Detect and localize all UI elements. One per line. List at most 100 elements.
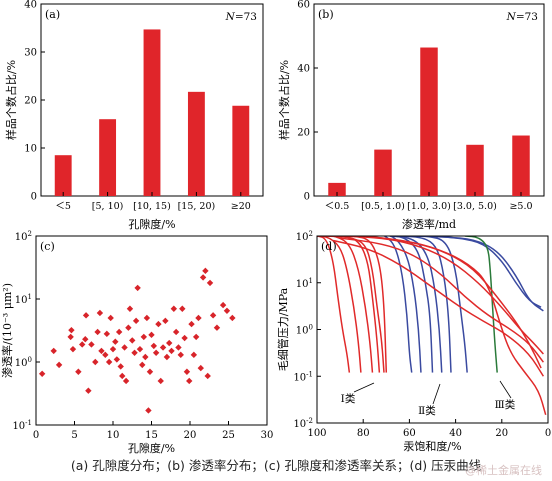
plot-frame [316, 235, 549, 424]
y-tick-label: 10 [24, 144, 37, 155]
bar [54, 155, 72, 196]
panel-label: (a) [45, 8, 60, 21]
data-point [121, 344, 128, 351]
data-point [69, 345, 77, 353]
x-tick-label: ≥20 [231, 201, 251, 212]
panel-a-porosity-histogram: 0 10 20 30 40 ＜5 [5, 10) [10, 15) [15, 20) ≥20 (a)… [4, 0, 264, 231]
curve-group [317, 236, 547, 415]
y-tick-label: 101 [15, 293, 32, 306]
capillary-curve [387, 236, 422, 373]
data-point [131, 349, 138, 356]
bar [374, 149, 392, 196]
data-point [175, 344, 182, 351]
data-point [68, 326, 75, 334]
y-axis-label: 渗透率/(10⁻³ μm²) [0, 283, 14, 378]
data-point [88, 341, 95, 348]
x-tick-label: 60 [403, 428, 416, 439]
y-tick-label: 40 [297, 64, 310, 75]
x-tick-label: [5, 10) [92, 201, 124, 212]
x-tick-label: 40 [449, 428, 462, 439]
capillary-curve [406, 236, 468, 373]
y-tick-label: 100 [296, 324, 313, 337]
data-point [179, 305, 186, 312]
data-point [209, 312, 217, 319]
x-axis-label: 孔隙度/% [128, 217, 175, 231]
capillary-curve [404, 236, 542, 308]
data-point [102, 351, 109, 359]
data-point [163, 353, 171, 361]
data-point [155, 320, 162, 328]
data-point [142, 353, 149, 361]
data-point [223, 307, 231, 314]
data-point [139, 361, 146, 369]
x-axis-label: 渗透率/md [402, 217, 456, 231]
x-tick-label: ≥5.0 [509, 201, 532, 212]
capillary-curve [464, 236, 498, 373]
y-tick-label: 10-1 [12, 419, 32, 432]
bar [466, 144, 484, 196]
y-tick-label: 20 [297, 128, 310, 139]
data-point [126, 305, 134, 312]
y-tick-label: 102 [15, 230, 32, 243]
x-axis-label: 汞饱和度/% [403, 439, 461, 453]
data-point [145, 407, 152, 414]
x-tick-label: 0 [545, 428, 551, 439]
panel-d-mercury-intrusion-curves: 100 80 60 40 20 0 10-2 10-1 100 101 102 Ⅰ类 Ⅱ类 Ⅲ类 (d) 汞饱… [276, 230, 551, 453]
data-point [50, 347, 57, 355]
class-label-leader [432, 383, 441, 405]
panel-c-porosity-permeability-scatter: 0 5 10 15 20 25 30 10-1 100 101 102 (c) 孔隙度/% 渗透率/(10… [0, 230, 273, 455]
x-tick-label: 0 [33, 430, 39, 441]
data-point [103, 330, 111, 338]
x-tick-label: 25 [222, 430, 235, 441]
data-point [117, 363, 124, 370]
data-point [159, 344, 167, 351]
data-point [229, 314, 236, 322]
sample-count-annotation: N=73 [506, 11, 538, 23]
capillary-curve [388, 236, 434, 373]
class-label: Ⅱ类 [418, 404, 436, 417]
panel-b-permeability-histogram: 0 20 40 60 ＜0.5 [0.5, 1.0) [1.0, 3.0) [3.0, 5.0… [277, 0, 545, 231]
panel-label: (b) [318, 8, 334, 21]
data-point [188, 320, 195, 328]
y-tick-label: 0 [304, 192, 310, 203]
class-label-leader [499, 380, 512, 399]
y-axis-label: 样品个数占比/% [277, 60, 291, 140]
data-point [134, 284, 141, 292]
capillary-curve [340, 237, 544, 363]
x-tick-label: ＜5 [55, 201, 71, 212]
bar [512, 135, 530, 196]
y-tick-label: 101 [296, 277, 313, 290]
data-point [150, 342, 158, 350]
data-point [162, 317, 169, 325]
data-point [119, 372, 126, 380]
data-point [213, 324, 221, 331]
capillary-curve [328, 236, 374, 373]
data-point [82, 312, 90, 319]
bar [420, 47, 438, 196]
data-point [195, 314, 202, 322]
data-point [172, 328, 180, 336]
x-tick-label: 80 [357, 428, 370, 439]
x-tick-label: 20 [184, 430, 197, 441]
data-point [107, 314, 114, 322]
data-point [148, 331, 155, 339]
capillary-curve [382, 236, 413, 373]
x-tick-label: [0.5, 1.0) [361, 201, 405, 212]
class-label: Ⅰ类 [341, 392, 356, 405]
data-point [82, 336, 89, 343]
data-point [115, 328, 123, 336]
watermark: @稀土金属在线 [465, 464, 542, 477]
data-point [181, 334, 188, 342]
y-tick-label: 20 [24, 96, 37, 107]
data-point [199, 274, 207, 281]
data-point [98, 347, 105, 355]
y-axis-label: 毛细管压力/MPa [276, 287, 290, 371]
y-tick-label: 0 [31, 192, 37, 203]
data-point [136, 345, 144, 353]
data-point [67, 333, 74, 341]
y-tick-label: 30 [24, 48, 37, 59]
x-tick-label: 5 [71, 430, 77, 441]
data-point [113, 356, 121, 363]
bar [143, 29, 161, 196]
